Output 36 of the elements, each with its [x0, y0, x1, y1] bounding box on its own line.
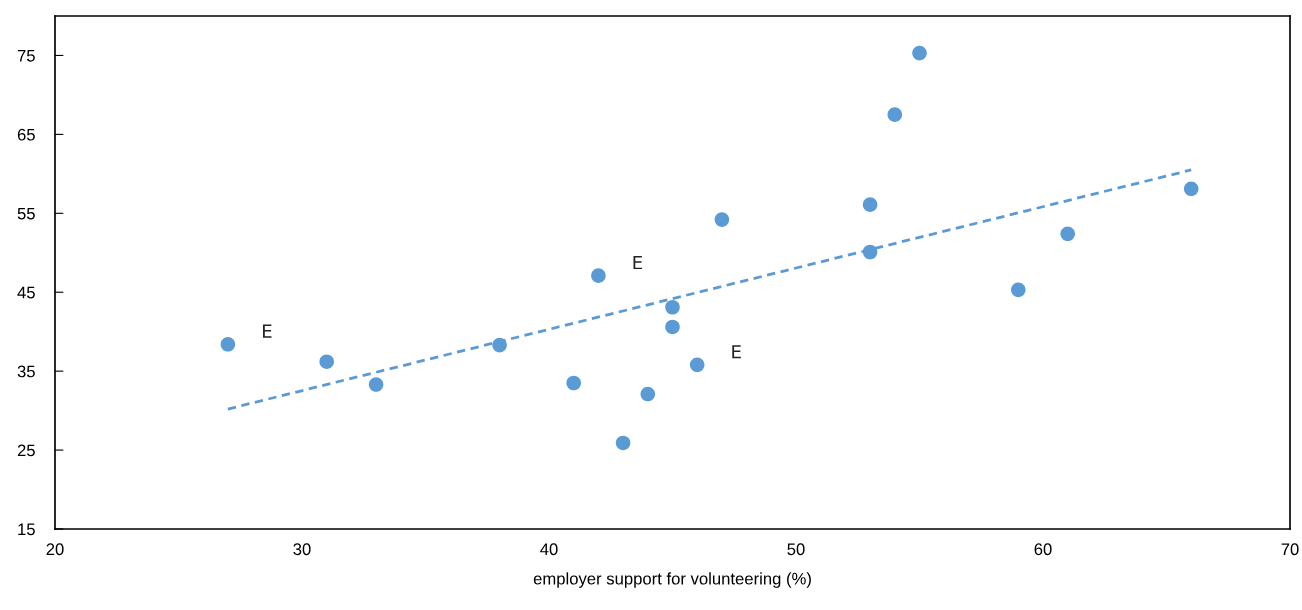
point [220, 337, 236, 352]
y-tick-label: 25 [17, 444, 35, 457]
y-tick-label: 35 [17, 365, 35, 378]
point [368, 377, 384, 392]
x-tick-label: 30 [293, 543, 311, 556]
point [689, 357, 705, 373]
x-axis-title: employer support for volunteering (%) [533, 572, 811, 588]
point [862, 244, 878, 260]
point [862, 197, 878, 212]
annotation: E [633, 255, 642, 270]
point [492, 337, 507, 353]
x-tick-label: 60 [1034, 543, 1052, 556]
x-tick-label: 50 [787, 543, 805, 556]
point [640, 386, 656, 402]
x-tick-label: 40 [540, 543, 558, 556]
point [887, 107, 903, 122]
point [1183, 181, 1199, 197]
y-tick-label: 55 [17, 207, 35, 220]
point [665, 299, 680, 315]
annotation: E [732, 345, 741, 359]
point [1060, 226, 1075, 242]
x-tick-label: 70 [1281, 543, 1299, 556]
point [319, 354, 334, 369]
y-tick-label: 15 [18, 523, 35, 536]
x-tick-label: 20 [46, 543, 64, 556]
y-tick-label: 65 [17, 128, 35, 141]
point [912, 45, 927, 61]
y-tick-label: 45 [17, 286, 35, 299]
point [1011, 282, 1026, 298]
point [566, 375, 581, 391]
point [591, 268, 606, 283]
annotation: E [263, 324, 272, 338]
y-tick-label: 75 [17, 50, 35, 62]
point [665, 319, 680, 335]
point [714, 212, 730, 227]
point [615, 435, 631, 451]
